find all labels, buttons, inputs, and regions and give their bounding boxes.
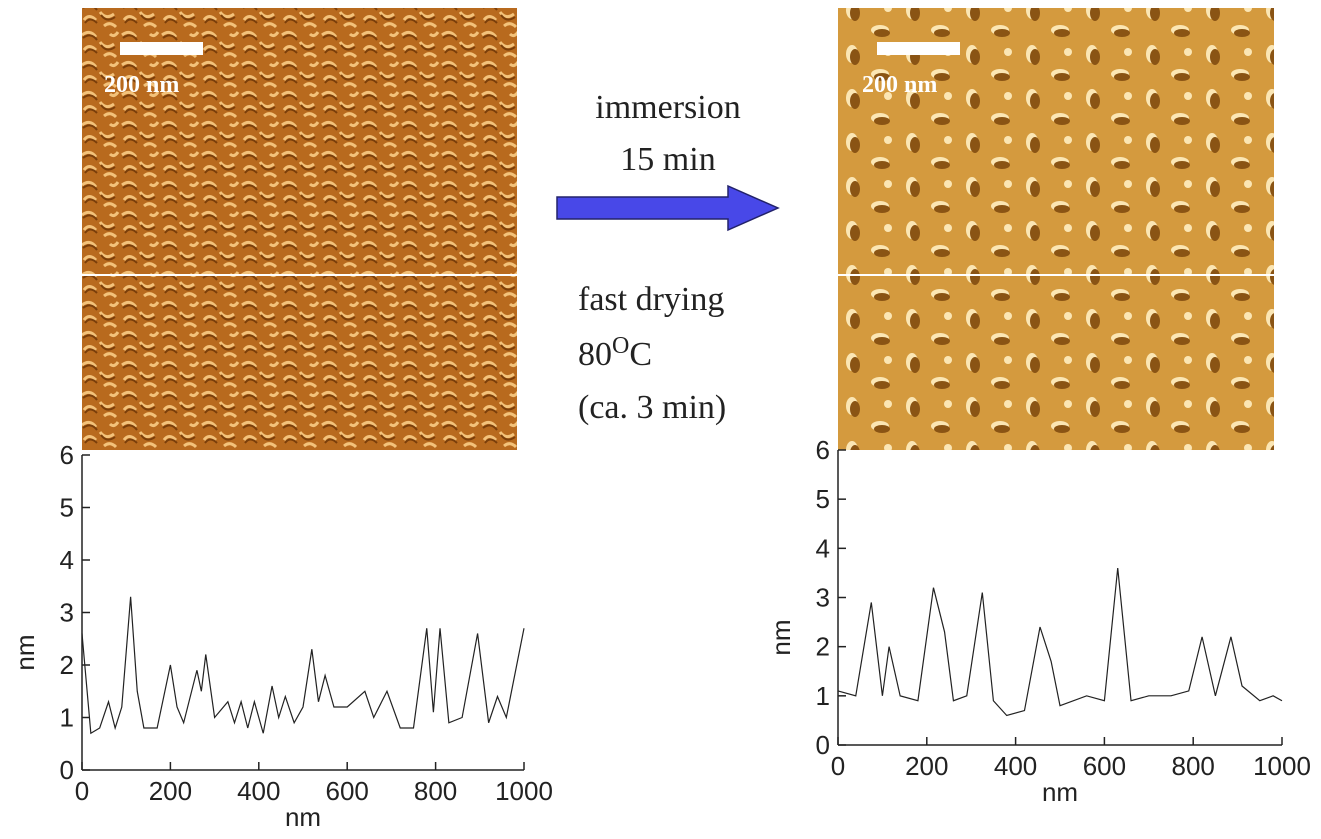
x-tick-label: 400 (994, 751, 1037, 781)
x-tick-label: 1000 (495, 776, 553, 806)
y-tick-label: 3 (816, 583, 830, 613)
process-text: fast drying (578, 281, 724, 318)
y-axis-label: nm (766, 619, 796, 655)
height-profile: 0 1 2 3 4 5 6 0 200 400 600 800 1000 nm nm (766, 435, 1311, 807)
afm-image-after: 200 nm (838, 8, 1274, 450)
y-tick-label: 0 (816, 730, 830, 760)
x-tick-label: 0 (831, 751, 845, 781)
temp-unit: C (629, 336, 652, 373)
y-tick-label: 0 (60, 755, 74, 785)
y-tick-label: 1 (60, 703, 74, 733)
x-axis-label: nm (285, 802, 321, 832)
scale-bar-label: 200 nm (104, 72, 179, 98)
y-tick-label: 2 (816, 632, 830, 662)
temp: 80 (578, 336, 612, 373)
y-tick-label: 5 (60, 493, 74, 523)
process-text: (ca. 3 min) (578, 389, 726, 426)
afm-image-before: 200 nm (82, 8, 517, 450)
process-text: 80OC (578, 333, 652, 373)
x-axis-label: nm (1042, 777, 1078, 807)
scale-bar-label: 200 nm (862, 72, 937, 98)
x-tick-label: 200 (905, 751, 948, 781)
x-tick-label: 200 (149, 776, 192, 806)
plots: 0 1 2 3 4 5 6 0 200 400 600 800 1000 nm nm 0 1 2 3 4 5 6 0 200 4… (10, 435, 1311, 832)
x-tick-label: 600 (326, 776, 369, 806)
temp-sup: O (612, 333, 629, 359)
y-tick-label: 1 (816, 681, 830, 711)
x-tick-label: 1000 (1253, 751, 1311, 781)
x-tick-label: 0 (75, 776, 89, 806)
process-text: 15 min (620, 141, 715, 178)
process-text: immersion (595, 89, 740, 126)
height-profile: 0 1 2 3 4 5 6 0 200 400 600 800 1000 nm nm (10, 440, 553, 832)
y-tick-label: 2 (60, 650, 74, 680)
y-tick-label: 4 (60, 545, 74, 575)
y-axis-label: nm (10, 634, 40, 670)
arrow (556, 184, 780, 232)
scale-bar (877, 42, 960, 55)
x-tick-label: 600 (1083, 751, 1126, 781)
x-tick-label: 800 (414, 776, 457, 806)
scale-bar (120, 42, 203, 55)
y-tick-label: 3 (60, 598, 74, 628)
x-tick-label: 800 (1172, 751, 1215, 781)
y-tick-label: 6 (816, 435, 830, 465)
y-tick-label: 4 (816, 533, 830, 563)
profile-line (81, 596, 525, 735)
profile-line (837, 567, 1283, 717)
x-tick-label: 400 (237, 776, 280, 806)
y-tick-label: 5 (816, 484, 830, 514)
y-tick-label: 6 (60, 440, 74, 470)
